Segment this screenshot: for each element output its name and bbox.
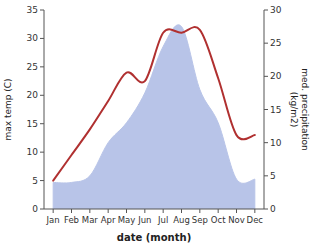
y-tick	[40, 66, 44, 67]
y2-tick-label: 25	[270, 38, 281, 48]
y2-axis-label-line: (kg/m2)	[289, 92, 299, 127]
x-tick-label: Nov	[228, 215, 245, 225]
y-axis-line	[44, 10, 45, 209]
x-tick	[108, 209, 109, 213]
y2-tick	[264, 10, 268, 11]
x-tick	[53, 209, 54, 213]
x-tick	[236, 209, 237, 213]
y2-tick	[264, 209, 268, 210]
y2-tick	[264, 43, 268, 44]
y-tick	[40, 209, 44, 210]
y-tick-label: 0	[32, 204, 38, 214]
x-tick	[218, 209, 219, 213]
x-tick	[199, 209, 200, 213]
y2-tick-label: 5	[270, 171, 276, 181]
precip-area	[53, 25, 255, 209]
y-tick-label: 10	[27, 147, 39, 157]
x-tick-label: Jun	[137, 215, 151, 225]
y-tick-label: 15	[27, 119, 38, 129]
y2-tick-label: 15	[270, 105, 281, 115]
y-tick	[40, 123, 44, 124]
y2-tick	[264, 175, 268, 176]
x-tick-label: May	[118, 215, 136, 225]
x-tick-label: Aug	[173, 215, 190, 225]
y2-tick	[264, 109, 268, 110]
y-tick-label: 20	[27, 90, 39, 100]
y-tick	[40, 95, 44, 96]
x-tick-label: Dec	[247, 215, 264, 225]
y2-tick-label: 30	[270, 5, 282, 15]
x-tick-label: Apr	[101, 215, 116, 225]
y2-tick	[264, 76, 268, 77]
x-tick	[163, 209, 164, 213]
y-tick	[40, 10, 44, 11]
y2-tick	[264, 142, 268, 143]
y-tick	[40, 38, 44, 39]
plot-area	[53, 25, 255, 209]
y2-axis-label-line: med. precipitation	[300, 68, 310, 150]
x-tick-label: Oct	[211, 215, 226, 225]
x-tick-label: Sep	[192, 215, 208, 225]
x-tick-label: Jan	[46, 215, 60, 225]
y-tick-label: 5	[32, 176, 38, 186]
temp-line	[53, 27, 255, 181]
y2-tick-label: 0	[270, 204, 276, 214]
x-tick-label: Mar	[82, 215, 99, 225]
y2-axis-label: med. precipitation(kg/m2)	[289, 68, 310, 150]
y-tick-label: 25	[27, 62, 38, 72]
x-axis-label: date (month)	[117, 232, 191, 243]
y2-tick-label: 10	[270, 138, 282, 148]
x-tick	[71, 209, 72, 213]
y-axis-label: max temp (C)	[3, 78, 13, 140]
y-tick	[40, 180, 44, 181]
y2-tick-label: 20	[270, 71, 282, 81]
y-tick-label: 35	[27, 5, 38, 15]
y-tick-label: 30	[27, 33, 39, 43]
x-tick	[254, 209, 255, 213]
y-tick	[40, 152, 44, 153]
x-tick	[126, 209, 127, 213]
x-axis-line	[44, 209, 264, 210]
x-tick-label: Feb	[64, 215, 79, 225]
x-tick-label: Jul	[157, 215, 168, 225]
chart: 0 5 10 15 20 25 30 35 0 5 10 15 20 25 30 Jan FebMarAprMa…	[0, 0, 318, 247]
x-tick	[181, 209, 182, 213]
x-tick	[144, 209, 145, 213]
x-tick	[89, 209, 90, 213]
